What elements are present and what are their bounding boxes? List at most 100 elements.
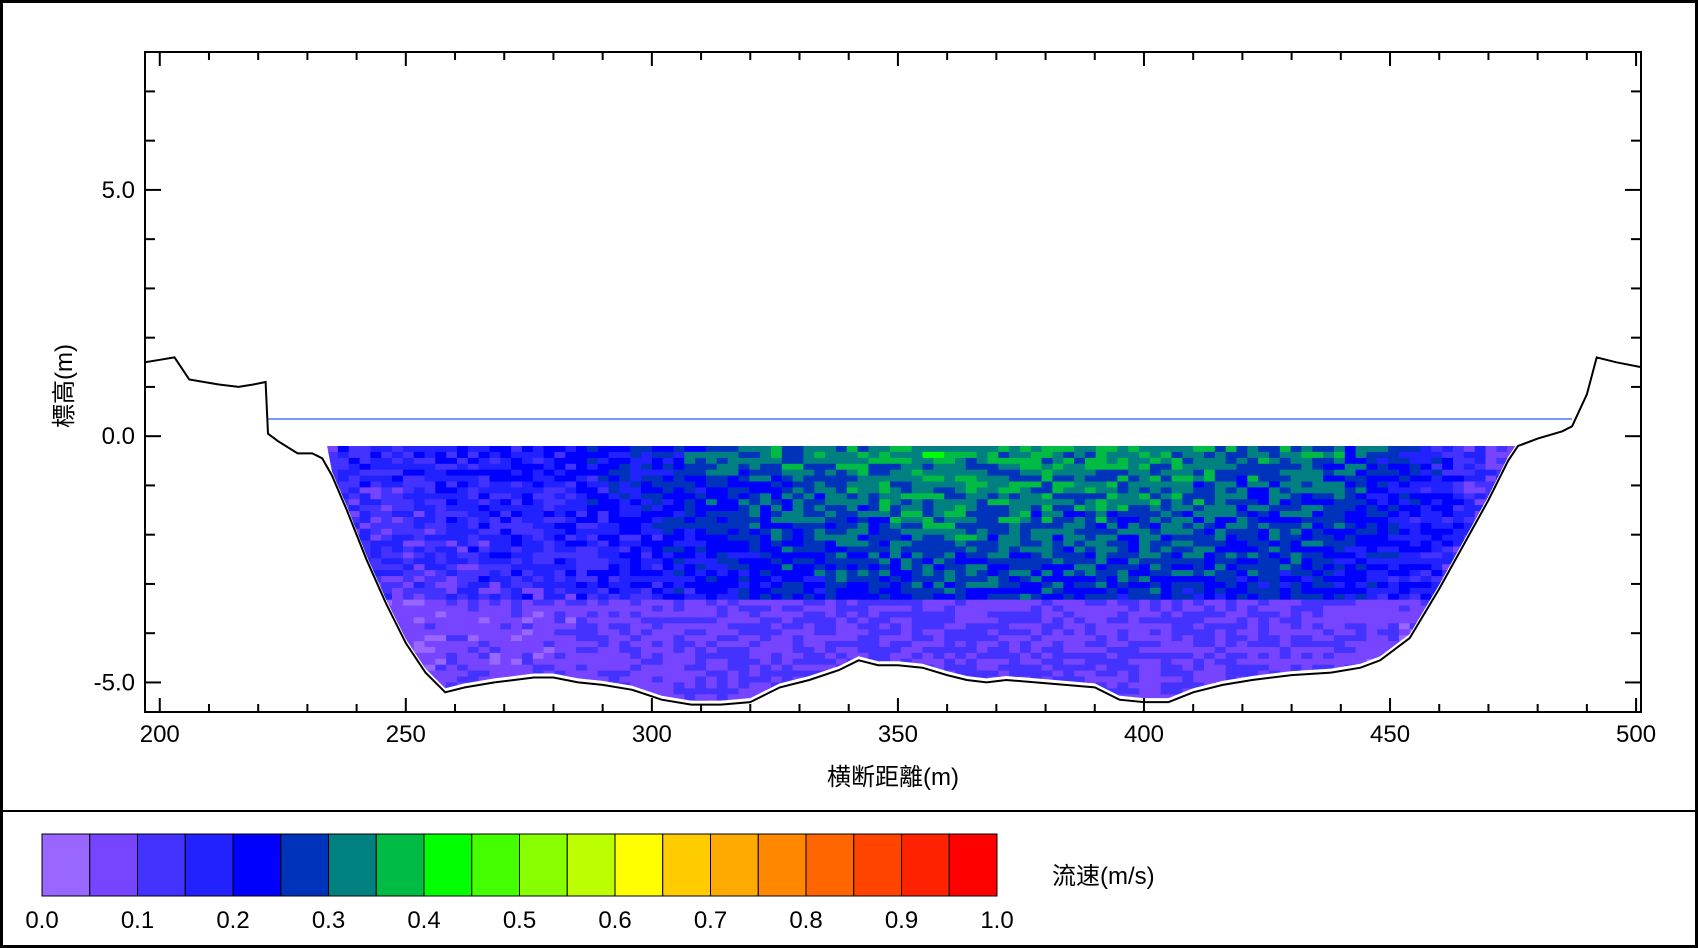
velocity-cell-1750 — [1247, 534, 1259, 542]
velocity-cell-3464 — [576, 629, 588, 636]
velocity-cell-3258 — [749, 617, 761, 624]
velocity-cell-4479 — [749, 682, 761, 689]
velocity-cell-3717 — [911, 641, 924, 648]
velocity-cell-3672 — [424, 641, 436, 648]
velocity-cell-2902 — [500, 599, 512, 607]
velocity-cell-3487 — [825, 629, 837, 636]
velocity-cell-1275 — [911, 511, 924, 518]
velocity-cell-478 — [695, 469, 707, 477]
velocity-cell-1053 — [911, 499, 924, 506]
velocity-cell-3979 — [1344, 652, 1357, 660]
velocity-cell-2805 — [651, 593, 664, 601]
velocity-cell-2810 — [706, 593, 718, 601]
velocity-cell-4071 — [1139, 658, 1151, 666]
velocity-cell-1211 — [1420, 505, 1432, 512]
velocity-cell-815 — [738, 487, 750, 494]
velocity-cell-2923 — [727, 599, 740, 607]
velocity-cell-3721 — [955, 641, 967, 648]
velocity-cell-1582 — [630, 528, 642, 536]
velocity-cell-2811 — [716, 593, 729, 601]
velocity-cell-431 — [1388, 463, 1400, 471]
velocity-cell-3467 — [608, 629, 620, 636]
velocity-cell-3272 — [900, 617, 913, 624]
velocity-cell-2852 — [1160, 593, 1173, 601]
velocity-cell-3631 — [1182, 635, 1194, 642]
velocity-cell-4169 — [998, 664, 1010, 672]
velocity-cell-4291 — [1117, 670, 1129, 678]
velocity-cell-1916 — [641, 546, 653, 553]
velocity-cell-3870 — [1366, 647, 1378, 654]
velocity-cell-3023 — [608, 605, 620, 613]
velocity-cell-4252 — [695, 670, 707, 678]
velocity-cell-3565 — [467, 635, 480, 642]
velocity-cell-476 — [673, 469, 685, 477]
velocity-cell-3532 — [1312, 629, 1324, 636]
velocity-cell-3037 — [760, 605, 772, 613]
velocity-cell-521 — [1160, 469, 1173, 477]
velocity-cell-1196 — [1258, 505, 1270, 512]
velocity-cell-960 — [1106, 493, 1118, 500]
velocity-cell-1260 — [749, 511, 761, 518]
velocity-cell-2538 — [1366, 576, 1378, 583]
velocity-cell-3006 — [424, 605, 436, 613]
velocity-cell-172 — [987, 451, 999, 459]
velocity-cell-3277 — [955, 617, 967, 624]
velocity-cell-1698 — [684, 534, 696, 542]
velocity-cell-3858 — [1236, 647, 1248, 654]
velocity-cell-3020 — [576, 605, 588, 613]
velocity-cell-515 — [1095, 469, 1108, 477]
velocity-cell-138 — [619, 451, 631, 459]
velocity-cell-3204 — [1366, 611, 1378, 618]
velocity-cell-4149 — [781, 664, 794, 672]
velocity-cell-912 — [586, 493, 599, 500]
velocity-cell-3628 — [1149, 635, 1162, 642]
velocity-cell-235 — [467, 457, 480, 465]
velocity-cell-1425 — [1333, 517, 1346, 524]
velocity-cell-4059 — [1009, 658, 1021, 666]
velocity-cell-1454 — [446, 522, 458, 530]
velocity-cell-560 — [381, 475, 393, 483]
velocity-cell-1105 — [1474, 499, 1487, 506]
velocity-cell-1062 — [1009, 499, 1021, 506]
velocity-cell-1705 — [760, 534, 772, 542]
velocity-cell-3147 — [749, 611, 761, 618]
velocity-cell-7 — [402, 446, 415, 453]
velocity-cell-3852 — [1171, 647, 1183, 654]
velocity-cell-3494 — [900, 629, 913, 636]
velocity-cell-2389 — [955, 570, 967, 577]
velocity-cell-2135 — [608, 558, 620, 565]
velocity-cell-1641 — [1269, 528, 1281, 536]
velocity-cell-2918 — [673, 599, 685, 607]
velocity-cell-2320 — [1409, 564, 1422, 571]
velocity-cell-4073 — [1160, 658, 1173, 666]
velocity-cell-150 — [749, 451, 761, 459]
velocity-cell-1047 — [846, 499, 859, 506]
velocity-cell-1452 — [424, 522, 436, 530]
velocity-cell-1523 — [1193, 522, 1205, 530]
velocity-cell-2939 — [900, 599, 913, 607]
velocity-cell-2600 — [835, 582, 848, 589]
velocity-cell-1867 — [1312, 540, 1324, 548]
velocity-cell-579 — [586, 475, 599, 483]
velocity-cell-354 — [554, 463, 566, 471]
velocity-cell-2762 — [1388, 587, 1400, 595]
velocity-cell-1267 — [825, 511, 837, 518]
velocity-cell-2370 — [749, 570, 761, 577]
velocity-cell-14 — [478, 446, 490, 453]
velocity-cell-1751 — [1258, 534, 1270, 542]
velocity-cell-472 — [630, 469, 642, 477]
velocity-cell-722 — [933, 481, 945, 488]
velocity-cell-2720 — [933, 587, 945, 595]
velocity-cell-1402 — [1084, 517, 1097, 524]
velocity-cell-3031 — [695, 605, 707, 613]
velocity-cell-4036 — [760, 658, 772, 666]
velocity-cell-2309 — [1290, 564, 1302, 571]
velocity-cell-2278 — [955, 564, 967, 571]
velocity-cell-3004 — [402, 605, 415, 613]
velocity-cell-2082 — [1236, 552, 1248, 559]
velocity-cell-2708 — [803, 587, 815, 595]
velocity-cell-2482 — [760, 576, 772, 583]
velocity-cell-1069 — [1084, 499, 1097, 506]
velocity-cell-1904 — [511, 546, 523, 553]
velocity-cell-3021 — [586, 605, 599, 613]
